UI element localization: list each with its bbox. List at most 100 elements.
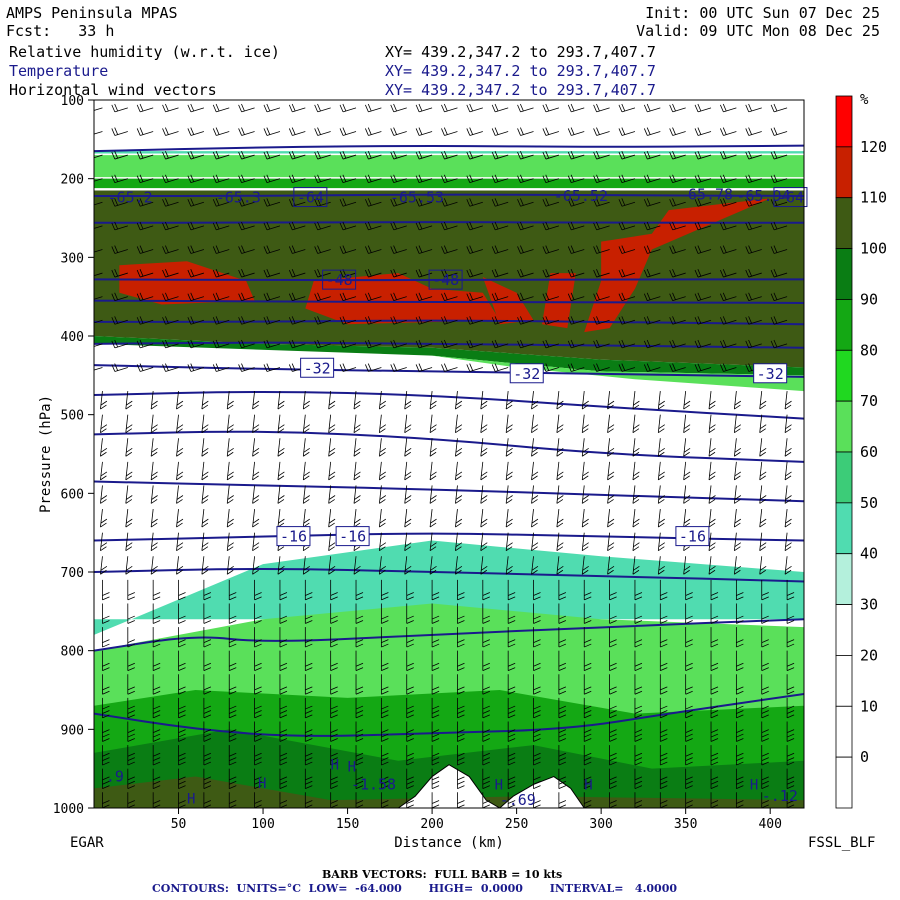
wind-barb (162, 174, 179, 184)
barb-flag (431, 780, 440, 785)
barb-flag (533, 729, 541, 734)
wind-barb (203, 650, 212, 672)
barb-staff (342, 225, 357, 231)
barb-flag (381, 615, 389, 620)
wind-barb (201, 414, 209, 433)
wind-barb (162, 127, 179, 136)
wind-barb (643, 269, 661, 278)
barb-staff (545, 131, 559, 136)
barb-staff (342, 367, 357, 372)
barb-staff (378, 438, 382, 457)
wind-barb (238, 127, 255, 136)
barb-flag (759, 569, 766, 575)
barb-flag (582, 499, 589, 504)
barb-staff (125, 556, 129, 575)
barb-flag (634, 596, 643, 601)
barb-flag (646, 174, 651, 182)
barb-flag (482, 800, 490, 804)
barb-flag (381, 714, 389, 719)
barb-flag (558, 729, 567, 734)
barb-staff (531, 556, 534, 575)
barb-flag (685, 686, 693, 691)
barb-flag (178, 785, 186, 790)
barb-staff (292, 296, 306, 302)
barb-flag (584, 785, 592, 790)
barb-flag (720, 175, 724, 183)
barb-flag (736, 686, 744, 691)
temperature-contour (94, 364, 804, 378)
barb-flag (266, 363, 271, 371)
barb-staff (531, 509, 534, 528)
barb-flag (111, 151, 116, 160)
wind-barb (429, 414, 437, 433)
barb-flag (607, 522, 614, 528)
barb-flag (317, 339, 321, 348)
barb-staff (404, 438, 408, 457)
barb-flag (759, 451, 766, 457)
barb-staff (647, 296, 661, 302)
barb-flag (759, 471, 767, 477)
wind-barb (694, 127, 712, 136)
barb-flag (685, 620, 693, 624)
wind-barb (415, 292, 433, 302)
barb-flag (441, 175, 445, 183)
contour-labels: -65.2 -65.3 -64 -65.53 -65.52 -65.78 -65.94-64… (106, 185, 808, 809)
colorbar-band (835, 705, 853, 758)
barb-staff (342, 154, 357, 160)
barb-staff (368, 178, 382, 184)
barb-flag (660, 662, 668, 667)
barb-flag (190, 363, 195, 371)
barb-flag (314, 293, 319, 301)
wind-barb (581, 556, 589, 575)
wind-barb (328, 391, 336, 410)
barb-flag (761, 662, 769, 667)
barb-flag (254, 710, 262, 714)
barb-flag (491, 175, 496, 183)
wind-barb (415, 127, 433, 136)
barb-flag (153, 705, 161, 710)
barb-flag (632, 428, 640, 433)
barb-staff (657, 532, 661, 551)
wind-barb (761, 697, 769, 719)
barb-flag (669, 128, 674, 136)
wind-barb (187, 198, 204, 207)
wind-barb (314, 316, 331, 325)
colorbar-band (835, 451, 853, 504)
barb-flag (317, 151, 321, 159)
contour-label: -65.3 (216, 189, 261, 207)
colorbar-label: 70 (860, 392, 878, 410)
barb-flag (263, 269, 268, 278)
wind-barb (288, 221, 306, 231)
wind-barb (203, 792, 212, 808)
barb-flag (404, 542, 412, 548)
wind-barb (533, 579, 541, 601)
barb-flag (89, 269, 92, 276)
barb-flag (404, 522, 411, 528)
barb-flag (278, 447, 285, 453)
barb-staff (759, 414, 763, 433)
barb-staff (393, 225, 407, 231)
barb-staff (266, 343, 281, 349)
rh-region (94, 151, 804, 154)
field-name-rh: Relative humidity (w.r.t. ice) (9, 43, 280, 61)
barb-flag (431, 776, 440, 781)
barb-staff (733, 391, 737, 410)
wind-barb (643, 245, 661, 254)
barb-staff (393, 107, 407, 113)
barb-flag (150, 428, 158, 433)
barb-flag (288, 222, 293, 231)
wind-barb (254, 579, 262, 601)
wind-barb (643, 127, 661, 136)
barb-flag (263, 199, 268, 207)
barb-flag (355, 667, 364, 672)
wind-barb (355, 768, 364, 790)
barb-flag (618, 340, 623, 349)
barb-flag (694, 151, 699, 160)
wind-barb (708, 461, 716, 481)
barb-staff (190, 178, 204, 184)
barb-flag (353, 499, 361, 504)
barb-staff (190, 225, 204, 231)
barb-flag (288, 317, 293, 325)
barb-flag (634, 615, 643, 620)
barb-flag (162, 269, 166, 278)
